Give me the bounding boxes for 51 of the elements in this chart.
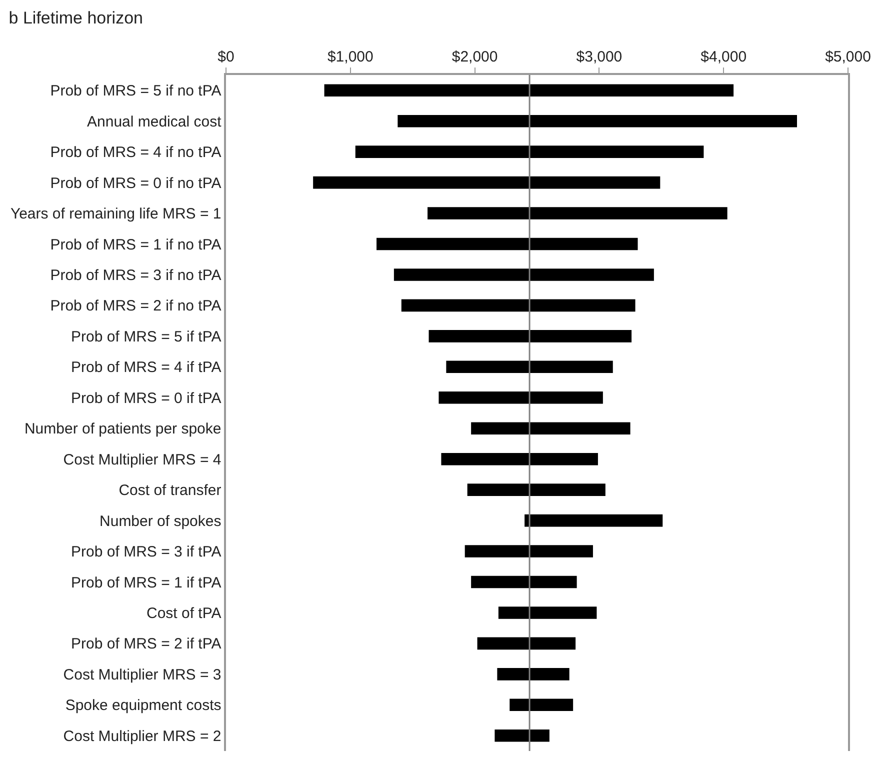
bar	[428, 207, 728, 220]
y-tick-label: Annual medical cost	[87, 113, 222, 130]
bar	[446, 360, 613, 374]
y-tick-label: Prob of MRS = 5 if tPA	[71, 328, 222, 346]
y-tick-label: Prob of MRS = 5 if no tPA	[50, 82, 222, 100]
bar	[494, 729, 550, 742]
bar	[438, 391, 603, 404]
y-tick-label: Spoke equipment costs	[65, 697, 222, 714]
text: b Lifetime horizon	[8, 8, 143, 28]
y-tick-label: Cost of tPA	[146, 604, 222, 622]
bar	[376, 238, 638, 250]
y-tick-label: Prob of MRS = 1 if tPA	[71, 574, 222, 592]
x-tick-label: $4,000	[700, 48, 747, 66]
x-tick-label: $3,000	[576, 48, 622, 66]
bar	[497, 668, 570, 680]
bar	[355, 146, 704, 158]
y-tick-label: Prob of MRS = 3 if tPA	[71, 544, 222, 561]
y-tick-label: Prob of MRS = 4 if tPA	[71, 359, 222, 376]
y-tick-label: Cost Multiplier MRS = 2	[63, 728, 222, 745]
x-tick-label: $0	[218, 48, 234, 66]
y-tick-label: Cost of transfer	[118, 482, 222, 500]
bar	[324, 84, 734, 97]
y-tick-label: Prob of MRS = 3 if no tPA	[50, 266, 222, 284]
bar	[477, 637, 576, 650]
y-tick-label: Cost Multiplier MRS = 3	[63, 666, 222, 684]
y-tick-label: Prob of MRS = 2 if tPA	[71, 636, 222, 653]
y-tick-label: Prob of MRS = 0 if tPA	[71, 390, 222, 407]
y-tick-label: Prob of MRS = 1 if no tPA	[50, 236, 222, 254]
x-tick-label: $5,000	[825, 48, 871, 66]
bar	[441, 452, 598, 466]
y-tick-label: Number of patients per spoke	[24, 420, 222, 438]
x-tick-label: $1,000	[327, 48, 374, 66]
bar	[471, 576, 577, 588]
bar	[313, 176, 660, 189]
bar	[498, 606, 597, 619]
y-tick-label: Years of remaining life MRS = 1	[10, 206, 222, 223]
bar	[398, 114, 797, 128]
y-tick-label: Cost Multiplier MRS = 4	[63, 451, 222, 468]
bar	[510, 698, 574, 712]
y-tick-label: Prob of MRS = 2 if no tPA	[50, 298, 222, 315]
y-tick-label: Prob of MRS = 4 if no tPA	[50, 144, 222, 162]
bar	[524, 514, 663, 527]
bar	[428, 330, 632, 342]
y-tick-label: Number of spokes	[100, 512, 222, 530]
x-tick-label: $2,000	[452, 48, 498, 66]
bar	[467, 484, 606, 496]
bar	[394, 268, 654, 281]
bar	[464, 545, 593, 558]
y-tick-label: Prob of MRS = 0 if no tPA	[50, 174, 222, 192]
bar	[471, 422, 630, 435]
bar	[401, 299, 636, 312]
